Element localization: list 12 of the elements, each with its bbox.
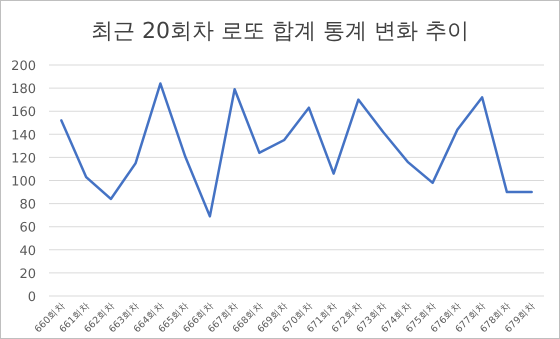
y-tick-label: 0 bbox=[28, 290, 36, 305]
y-tick-label: 80 bbox=[19, 198, 36, 213]
y-tick-label: 60 bbox=[19, 220, 36, 236]
y-tick-label: 100 bbox=[11, 174, 36, 190]
y-tick-label: 180 bbox=[11, 82, 36, 98]
y-tick-label: 200 bbox=[11, 59, 36, 74]
y-tick-label: 20 bbox=[19, 266, 36, 282]
title: 최근 20회차 로또 합계 통계 변화 추이 bbox=[91, 19, 469, 44]
y-tick-label: 40 bbox=[19, 244, 36, 259]
y-tick-label: 160 bbox=[11, 105, 36, 120]
y-tick-label: 120 bbox=[11, 151, 36, 166]
y-tick-label: 140 bbox=[11, 128, 36, 144]
